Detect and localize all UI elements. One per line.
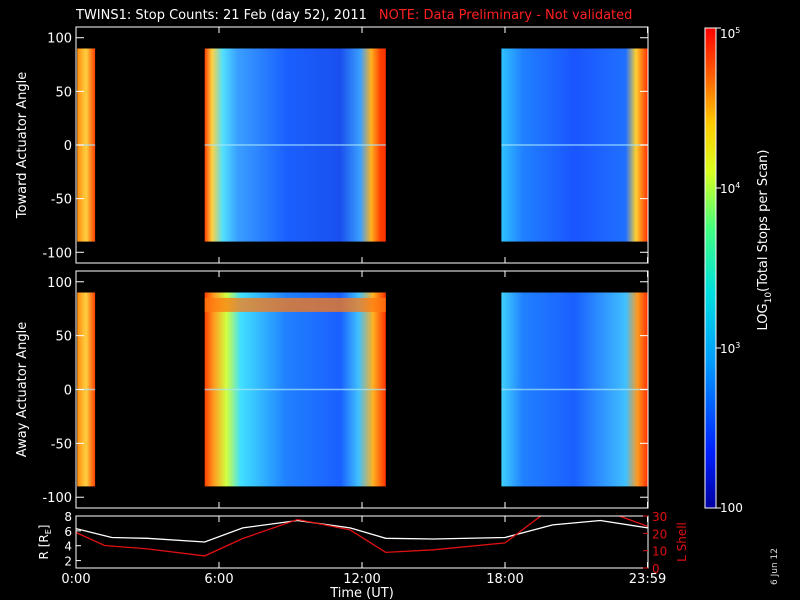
r-tick-label: 8 <box>64 510 72 524</box>
colorbar-label-sub: 10 <box>764 292 774 304</box>
colorbar-frame <box>704 27 717 509</box>
lshell-tick-label: 10 <box>652 545 667 559</box>
ephemeris-lines <box>76 516 648 557</box>
colorbar-tick-label: 104 <box>720 181 740 196</box>
away-angle-label: Away Actuator Angle <box>15 322 30 457</box>
xtick-label: 6:00 <box>204 572 233 587</box>
colorbar-tick-label: 100 <box>720 501 743 515</box>
toward-angle-label: Toward Actuator Angle <box>15 72 30 219</box>
date-stamp: 6 Jun 12 <box>770 548 780 585</box>
ytick-label: -100 <box>42 491 72 506</box>
colorbar-tick-label: 105 <box>720 26 740 41</box>
lshell-tick-label: 20 <box>652 527 667 541</box>
ytick-label: -50 <box>51 193 72 208</box>
ytick-label: -100 <box>42 246 72 261</box>
lshell-axis-label: L Shell <box>675 522 689 562</box>
preliminary-note: NOTE: Data Preliminary - Not validated <box>378 8 633 23</box>
title-text: TWINS1: Stop Counts: 21 Feb (day 52), 20… <box>76 8 367 23</box>
ytick-label: -50 <box>51 437 72 452</box>
ytick-label: 0 <box>64 384 72 399</box>
xtick-label: 18:00 <box>486 572 523 587</box>
colorbar-label-log: LOG <box>756 303 771 330</box>
colorbar-label-rest: (Total Stops per Scan) <box>756 150 771 292</box>
xtick-label: 12:00 <box>343 572 380 587</box>
colorbar-tick-label: 103 <box>720 341 740 356</box>
high-flux-band <box>204 297 386 312</box>
r-tick-label: 6 <box>64 525 72 539</box>
heatmap-layer <box>77 48 648 487</box>
ytick-label: 50 <box>55 330 72 345</box>
r-axis-label: R [RE] <box>37 525 53 560</box>
r-tick-label: 4 <box>64 540 72 554</box>
x-axis-label: Time (UT) <box>329 586 394 600</box>
xtick-label: 23:59 <box>629 572 666 587</box>
ytick-label: 100 <box>47 32 72 47</box>
lshell-tick-label: 30 <box>652 510 667 524</box>
colorbar-label: LOG10(Total Stops per Scan) <box>756 150 774 331</box>
r-distance-line <box>76 519 648 543</box>
lshell-tick-label: 0 <box>652 562 660 576</box>
r-tick-label: 2 <box>64 555 72 569</box>
chart-title: TWINS1: Stop Counts: 21 Feb (day 52), 20… <box>76 8 632 23</box>
ytick-label: 50 <box>55 85 72 100</box>
colorbar-gradient <box>705 28 716 508</box>
xtick-label: 0:00 <box>61 572 90 587</box>
ytick-label: 0 <box>64 139 72 154</box>
lshell-line <box>76 516 648 557</box>
colorbar: 105 104 103 100 LOG10(Total Stops per Scan) <box>704 26 774 515</box>
ytick-label: 100 <box>47 276 72 291</box>
